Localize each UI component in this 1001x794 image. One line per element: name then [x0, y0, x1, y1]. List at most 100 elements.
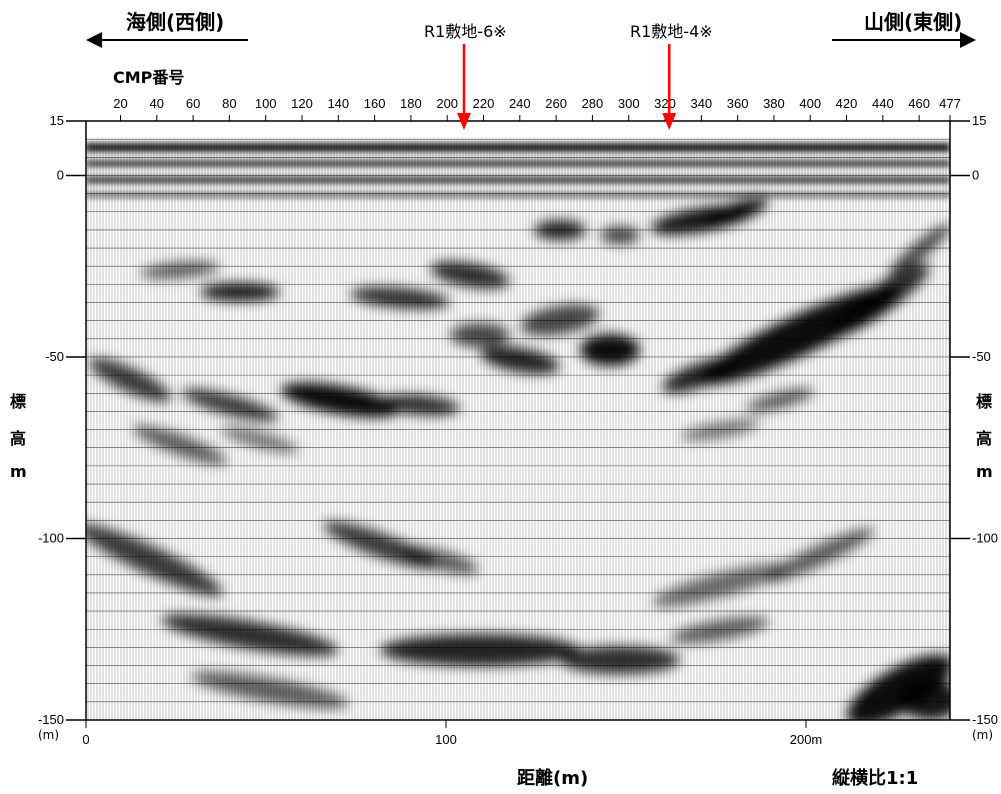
surface-reflector [86, 176, 950, 184]
reflector [191, 671, 349, 709]
cmp-tick-label: 400 [799, 96, 821, 111]
reflector [161, 614, 339, 656]
deep-reflector-group [86, 197, 950, 720]
marker-arrows [457, 44, 677, 130]
cmp-tick-label: 180 [400, 96, 422, 111]
cmp-tick-label: 220 [473, 96, 495, 111]
reflector [86, 523, 223, 597]
reflector [480, 346, 560, 374]
horizontal-gridlines [86, 138, 950, 703]
reflector [580, 334, 640, 366]
reflector [520, 304, 600, 336]
elevation-tick-label-left: 0 [57, 167, 64, 182]
cmp-tick-label: 120 [291, 96, 313, 111]
west-arrow-icon [86, 32, 102, 48]
y-axis-label-left-3: m [10, 462, 27, 481]
reflector [350, 287, 450, 309]
reflector [181, 388, 279, 422]
reflector [380, 394, 460, 416]
cmp-tick-label: 200 [436, 96, 458, 111]
reflector [765, 528, 875, 582]
marker-arrowhead-icon [457, 113, 471, 130]
reflector [830, 263, 930, 337]
cmp-tick-label: 20 [113, 96, 127, 111]
elevation-tick-label-right: -100 [972, 530, 998, 545]
cmp-tick-label: 460 [908, 96, 930, 111]
east-arrow-line [832, 39, 962, 41]
axis-ticks: 20 40 60 80 100 120 140 160 180 200 220 240 260 280 30… [38, 96, 998, 747]
reflector-group [86, 143, 950, 198]
cmp-tick-label: 80 [222, 96, 236, 111]
reflector [652, 563, 788, 607]
reflector [380, 634, 580, 666]
reflector [560, 646, 680, 674]
reflector-blobs [86, 143, 950, 720]
distance-tick-label: 0 [82, 732, 89, 747]
y-axis-label-right-2: 高 [976, 429, 993, 448]
reflector [221, 427, 299, 453]
cmp-tick-label: 320 [654, 96, 676, 111]
cmp-tick-label: 40 [150, 96, 164, 111]
reflector [701, 197, 769, 229]
unit-right: (m) [972, 728, 994, 742]
elevation-tick-label-left: -50 [45, 349, 64, 364]
reflector [430, 261, 510, 289]
reflector [900, 680, 950, 720]
reflector [200, 283, 280, 301]
cmp-tick-label: 380 [763, 96, 785, 111]
elevation-tick-label-left: 15 [50, 113, 64, 128]
reflector [401, 545, 479, 575]
marker-arrowhead-icon [662, 113, 677, 130]
cmp-tick-label: 477 [939, 96, 961, 111]
y-axis-label-right-3: m [976, 462, 993, 481]
west-direction-label: 海側(西側) [126, 10, 225, 34]
reflector [450, 323, 510, 347]
marker-label-r1-6: R1敷地-6※ [424, 22, 507, 41]
cmp-tick-label: 360 [727, 96, 749, 111]
cmp-tick-label: 440 [872, 96, 894, 111]
cmp-tick-label: 140 [327, 96, 349, 111]
elevation-tick-label-left: -100 [38, 530, 64, 545]
reflector [846, 654, 950, 720]
cmp-tick-label: 60 [186, 96, 200, 111]
reflector [746, 388, 814, 412]
aspect-ratio-label: 縦横比1:1 [832, 768, 919, 789]
unit-left: (m) [38, 728, 60, 742]
reflector [140, 261, 220, 279]
y-axis-label-left-2: 高 [10, 429, 27, 448]
cmp-tick-label: 240 [509, 96, 531, 111]
distance-tick-label: 200m [790, 732, 823, 747]
elevation-tick-label-right: -50 [972, 349, 991, 364]
cmp-tick-label: 280 [582, 96, 604, 111]
cmp-tick-label: 260 [545, 96, 567, 111]
marker-label-r1-4: R1敷地-4※ [630, 22, 713, 41]
cmp-axis-label: CMP番号 [113, 68, 185, 87]
y-axis-label-right-1: 標 [976, 392, 993, 411]
cmp-tick-label: 100 [255, 96, 277, 111]
reflector [888, 223, 950, 277]
cmp-tick-label: 300 [618, 96, 640, 111]
east-arrow-icon [960, 32, 976, 48]
reflector [132, 425, 228, 465]
surface-reflector [86, 143, 950, 152]
elevation-tick-label-right: 15 [972, 113, 986, 128]
elevation-tick-label-right: -150 [972, 712, 998, 727]
cmp-tick-label: 420 [836, 96, 858, 111]
elevation-tick-label-right: 0 [972, 167, 979, 182]
east-direction-label: 山側(東側) [864, 10, 963, 34]
surface-reflector [86, 192, 950, 198]
distance-tick-label: 100 [435, 732, 457, 747]
distance-axis-label: 距離(m) [517, 768, 589, 789]
reflector [600, 226, 640, 244]
plot-frame [85, 120, 951, 721]
surface-reflector [86, 160, 950, 167]
y-axis-label-left-1: 標 [10, 392, 27, 411]
reflector [680, 419, 760, 441]
reflector [670, 616, 770, 644]
west-arrow-line [100, 39, 248, 41]
cmp-tick-label: 160 [364, 96, 386, 111]
reflector [88, 358, 172, 402]
reflector [280, 382, 400, 418]
elevation-tick-label-left: -150 [38, 712, 64, 727]
